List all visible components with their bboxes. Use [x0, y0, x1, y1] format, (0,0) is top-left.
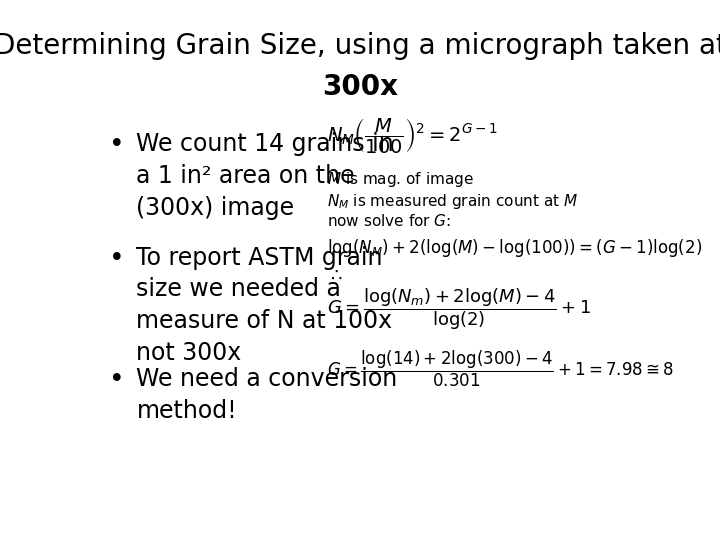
- Text: $\log(N_M) + 2\left(\log(M) - \log(100)\right) = (G-1)\log(2)$: $\log(N_M) + 2\left(\log(M) - \log(100)\…: [328, 237, 703, 259]
- Text: $\therefore$: $\therefore$: [328, 266, 343, 284]
- Text: Determining Grain Size, using a micrograph taken at: Determining Grain Size, using a microgra…: [0, 32, 720, 60]
- Text: 300x: 300x: [322, 73, 398, 101]
- Text: $G = \dfrac{\log(N_m) + 2\log(M) - 4}{\log(2)} + 1$: $G = \dfrac{\log(N_m) + 2\log(M) - 4}{\l…: [328, 286, 591, 332]
- Text: To report ASTM grain
size we needed a
measure of N at 100x
not 300x: To report ASTM grain size we needed a me…: [137, 246, 392, 364]
- Text: $G = \dfrac{\log(14) + 2\log(300) - 4}{0.301} + 1 = 7.98 \cong 8$: $G = \dfrac{\log(14) + 2\log(300) - 4}{0…: [328, 348, 675, 388]
- Text: now solve for $G$:: now solve for $G$:: [328, 213, 451, 230]
- Text: We count 14 grains in
a 1 in² area on the
(300x) image: We count 14 grains in a 1 in² area on th…: [137, 132, 395, 219]
- Text: $M$ is mag. of image: $M$ is mag. of image: [328, 170, 474, 189]
- Text: $N_M$ is measured grain count at $M$: $N_M$ is measured grain count at $M$: [328, 192, 578, 211]
- Text: •: •: [109, 132, 125, 158]
- Text: $N_M \left(\dfrac{M}{100}\right)^2 = 2^{G-1}$: $N_M \left(\dfrac{M}{100}\right)^2 = 2^{…: [328, 116, 498, 155]
- Text: •: •: [109, 367, 125, 393]
- Text: •: •: [109, 246, 125, 272]
- Text: We need a conversion
method!: We need a conversion method!: [137, 367, 397, 423]
